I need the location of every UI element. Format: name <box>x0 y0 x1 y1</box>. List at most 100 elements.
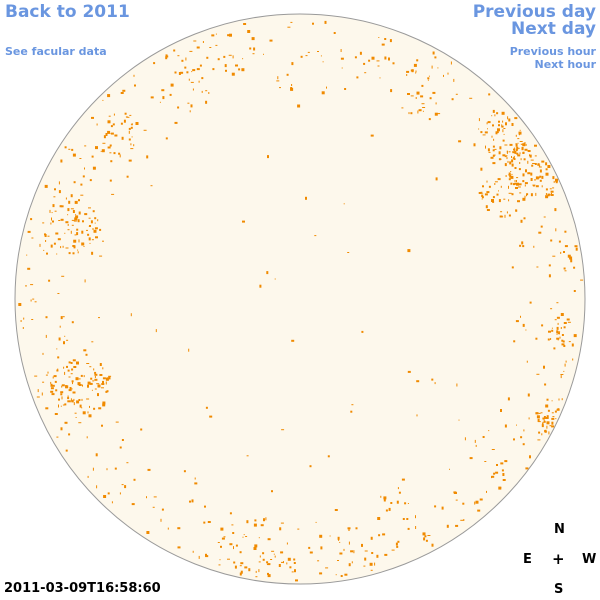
facula-speck <box>255 570 257 573</box>
facula-speck <box>312 22 314 25</box>
facula-speck <box>427 77 430 80</box>
facula-speck <box>527 393 530 397</box>
facula-speck <box>388 57 390 61</box>
facula-speck <box>344 573 348 576</box>
facula-speck <box>575 247 578 251</box>
facula-speck <box>184 66 187 69</box>
facula-speck <box>532 184 536 186</box>
facula-speck <box>153 62 156 65</box>
facula-speck <box>77 249 79 251</box>
facula-speck <box>241 68 245 72</box>
facula-speck <box>74 412 77 414</box>
facula-speck <box>425 539 428 542</box>
facula-speck <box>60 427 63 431</box>
facula-speck <box>532 185 535 187</box>
compass-north-label: N <box>554 522 565 537</box>
facula-speck <box>502 154 506 157</box>
facula-speck <box>119 154 121 158</box>
facula-speck <box>536 266 539 268</box>
facula-speck <box>81 230 84 234</box>
facula-speck <box>552 416 555 418</box>
facula-speck <box>407 249 411 253</box>
facula-speck <box>106 468 108 471</box>
facula-speck <box>64 146 67 149</box>
facula-speck <box>247 30 251 33</box>
facula-speck <box>554 208 557 212</box>
facula-speck <box>514 180 517 182</box>
facula-speck <box>60 405 62 407</box>
facula-speck <box>78 378 81 380</box>
facula-speck <box>79 158 82 159</box>
facula-speck <box>541 433 543 436</box>
facula-speck <box>54 210 57 212</box>
facula-speck <box>383 498 386 502</box>
facula-speck <box>71 224 74 226</box>
facula-speck <box>75 417 77 418</box>
facula-speck <box>254 519 257 522</box>
previous-day-link[interactable]: Previous day <box>472 2 596 22</box>
facula-speck <box>434 112 438 116</box>
facula-speck <box>443 74 444 77</box>
facula-speck <box>68 389 72 392</box>
facula-speck <box>492 145 495 148</box>
facula-speck <box>338 537 340 541</box>
facula-speck <box>511 266 514 269</box>
facula-speck <box>390 502 393 504</box>
facula-speck <box>315 521 317 523</box>
facula-speck <box>64 335 66 337</box>
facula-speck <box>34 301 37 303</box>
facula-speck <box>96 485 98 489</box>
facula-speck <box>131 503 135 506</box>
facula-speck <box>224 64 227 68</box>
facula-speck <box>253 47 256 51</box>
facula-speck <box>431 543 434 547</box>
facula-speck <box>416 414 418 417</box>
facula-speck <box>72 245 75 247</box>
facula-speck <box>424 535 427 538</box>
facula-speck <box>510 171 512 172</box>
facula-speck <box>95 146 98 150</box>
facula-speck <box>88 217 91 219</box>
facula-speck <box>235 64 238 67</box>
facula-speck <box>94 227 98 230</box>
facula-speck <box>110 132 114 135</box>
facula-speck <box>524 195 526 199</box>
facula-speck <box>516 177 519 179</box>
facula-speck <box>103 135 106 139</box>
see-facular-data-link[interactable]: See facular data <box>5 45 107 58</box>
facula-speck <box>334 509 338 511</box>
facula-speck <box>555 178 558 182</box>
facula-speck <box>101 383 105 385</box>
facula-speck <box>498 199 501 203</box>
next-hour-link[interactable]: Next hour <box>534 58 597 71</box>
facula-speck <box>30 218 33 221</box>
facula-speck <box>324 20 327 24</box>
facula-speck <box>121 484 124 486</box>
facula-speck <box>286 562 288 565</box>
facula-speck <box>504 144 508 146</box>
facula-speck <box>87 475 89 478</box>
facula-speck <box>102 377 106 380</box>
facula-speck <box>174 121 178 124</box>
facula-speck <box>474 439 476 443</box>
facula-speck <box>434 505 437 508</box>
back-to-year-link[interactable]: Back to 2011 <box>5 2 130 22</box>
facula-speck <box>82 411 86 415</box>
next-day-link[interactable]: Next day <box>511 19 596 39</box>
facula-speck <box>41 392 43 396</box>
facula-speck <box>480 167 483 171</box>
facula-speck <box>206 56 209 59</box>
facula-speck <box>105 390 108 393</box>
facula-speck <box>388 507 391 511</box>
facula-speck <box>267 155 269 159</box>
previous-hour-link[interactable]: Previous hour <box>509 45 596 58</box>
facula-speck <box>72 391 76 394</box>
facula-speck <box>402 518 405 520</box>
facula-speck <box>231 524 234 526</box>
facula-speck <box>488 151 491 153</box>
facula-speck <box>377 517 381 520</box>
facula-speck <box>183 470 186 473</box>
facula-speck <box>97 219 99 222</box>
facula-speck <box>280 551 284 554</box>
